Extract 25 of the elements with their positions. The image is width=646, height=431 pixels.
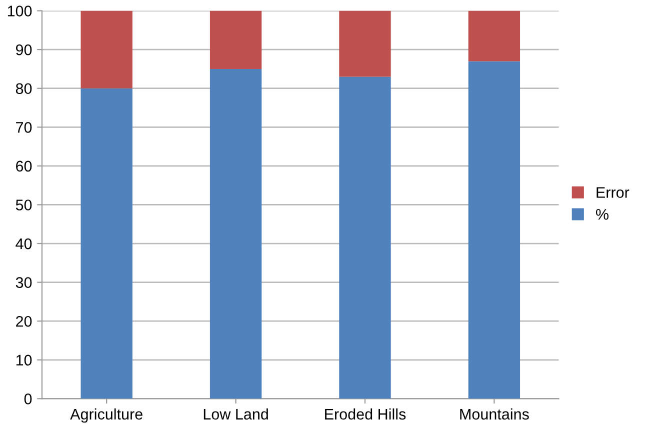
x-tick-label: Mountains — [460, 408, 529, 420]
y-tick-label: 40 — [16, 238, 32, 250]
bar — [210, 10, 262, 69]
y-tick-label: 0 — [24, 394, 32, 404]
legend-label: Error — [596, 187, 630, 198]
y-tick-label: 100 — [8, 6, 32, 16]
x-tick-label: Eroded Hills — [325, 408, 406, 420]
bar — [339, 76, 391, 399]
y-tick-label: 30 — [16, 277, 32, 288]
bar — [80, 10, 132, 88]
y-tick-label: 10 — [16, 354, 32, 366]
y-tick-label: 50 — [16, 200, 32, 210]
bar — [210, 68, 262, 399]
bar — [468, 61, 520, 399]
bar — [339, 10, 391, 77]
bar — [468, 10, 520, 62]
y-tick-label: 70 — [16, 122, 32, 133]
x-tick-label: Agriculture — [70, 408, 142, 423]
y-tick-label: 60 — [16, 160, 32, 172]
y-tick-label: 80 — [16, 83, 32, 94]
y-tick-label: 90 — [16, 44, 32, 56]
legend-label: % — [596, 209, 608, 220]
y-tick-label: 20 — [16, 316, 32, 327]
bar — [80, 88, 132, 399]
x-tick-label: Low Land — [204, 408, 268, 420]
